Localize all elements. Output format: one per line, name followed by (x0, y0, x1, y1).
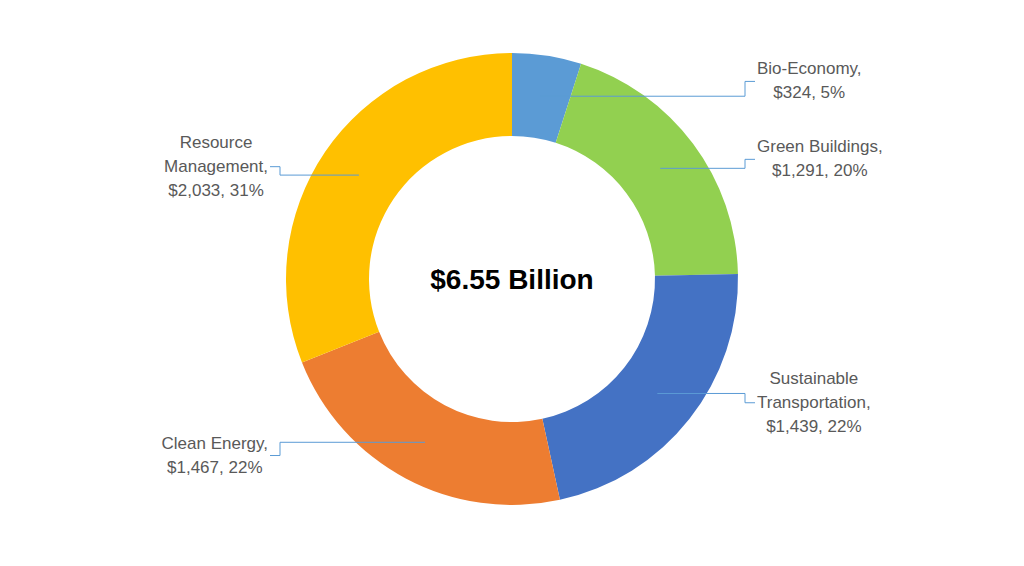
value-label: $1,439, 22% (766, 417, 861, 436)
leader-line (270, 442, 425, 455)
value-label: $1,467, 22% (167, 458, 262, 477)
labels: Bio-Economy, $324, 5% Green Buildings, $1,2… (162, 59, 883, 476)
category-label: Clean Energy, (162, 434, 268, 453)
chart: Bio-Economy, $324, 5% Green Buildings, $1,2… (0, 0, 1024, 566)
value-label: $324, 5% (773, 83, 845, 102)
leader-line (660, 159, 755, 168)
category-label: SustainableTransportation, (757, 369, 871, 412)
slices (286, 53, 738, 505)
slice (542, 274, 738, 500)
leader-line (270, 167, 359, 175)
leader-line (541, 81, 755, 96)
center-label: $6.55 Billion (430, 264, 593, 295)
slice (302, 332, 560, 505)
category-label: Bio-Economy, (757, 59, 862, 78)
leader-line (657, 393, 755, 402)
value-label: $2,033, 31% (168, 181, 263, 200)
category-label: ResourceManagement, (164, 133, 268, 176)
slice (556, 64, 738, 276)
value-label: $1,291, 20% (772, 161, 867, 180)
slice (286, 53, 512, 362)
category-label: Green Buildings, (757, 137, 883, 156)
